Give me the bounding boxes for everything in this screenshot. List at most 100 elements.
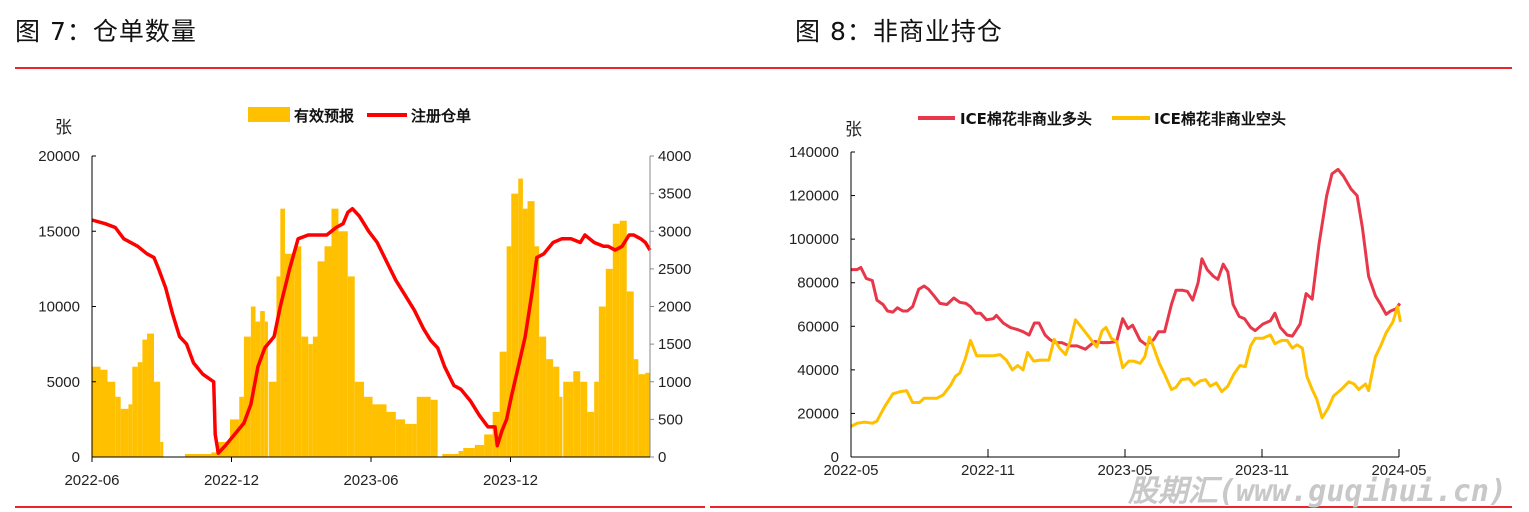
bar-forecast xyxy=(260,311,265,457)
right-y-tick-label: 3500 xyxy=(658,186,691,203)
bar-forecast xyxy=(559,396,563,457)
legend-label-forecast: 有效预报 xyxy=(294,107,354,125)
bar-forecast xyxy=(280,208,285,457)
fig7-unit-label: 张 xyxy=(55,118,72,138)
right-y-tick-label: 4000 xyxy=(658,148,691,165)
bar-forecast xyxy=(312,336,318,457)
bar-forecast xyxy=(92,366,101,457)
line-long-positions xyxy=(851,167,1402,351)
x-tick-label: 2022-11 xyxy=(961,462,1015,479)
left-y-tick-label: 0 xyxy=(72,449,80,466)
x-tick-label: 2022-06 xyxy=(64,472,119,489)
bar-forecast xyxy=(412,423,417,457)
bar-forecast xyxy=(276,276,281,457)
line-short-positions xyxy=(850,305,1402,428)
y-tick-label: 140000 xyxy=(789,144,839,161)
bar-forecast xyxy=(308,344,313,457)
bar-forecast xyxy=(587,411,595,457)
bar-forecast xyxy=(638,374,646,457)
bar-forecast xyxy=(430,399,438,457)
right-y-tick-label: 0 xyxy=(658,449,666,466)
bar-forecast xyxy=(612,223,620,457)
bar-forecast xyxy=(324,246,332,457)
legend-label-receipts: 注册仓单 xyxy=(411,107,471,125)
bar-forecast xyxy=(484,434,493,457)
bar-forecast xyxy=(354,381,365,457)
left-y-tick-label: 20000 xyxy=(38,148,80,165)
bar-forecast xyxy=(563,381,574,457)
x-tick-label: 2023-06 xyxy=(343,472,398,489)
bar-forecast xyxy=(506,246,512,457)
bar-forecast xyxy=(128,404,133,457)
bar-forecast xyxy=(301,336,309,457)
right-y-tick-label: 500 xyxy=(658,411,683,428)
bar-forecast xyxy=(147,333,154,457)
legend-swatch-forecast xyxy=(248,107,290,122)
bar-forecast xyxy=(416,396,431,457)
bar-forecast xyxy=(463,447,475,457)
line-registered-receipts xyxy=(91,206,652,455)
bar-forecast xyxy=(347,276,355,457)
bar-forecast xyxy=(331,208,339,457)
header-rule xyxy=(15,67,1512,69)
bar-forecast xyxy=(598,306,606,457)
bar-forecast xyxy=(137,362,143,457)
left-y-tick-label: 5000 xyxy=(47,374,80,391)
watermark: 股期汇(www.guqihui.cn) xyxy=(1128,474,1507,509)
bar-forecast xyxy=(539,336,547,457)
bar-forecast xyxy=(338,231,348,457)
left-y-tick-label: 15000 xyxy=(38,223,80,240)
right-y-tick-label: 2000 xyxy=(658,299,691,316)
right-y-tick-label: 2500 xyxy=(658,261,691,278)
bar-forecast xyxy=(546,359,554,457)
bar-forecast xyxy=(132,366,138,457)
bar-forecast xyxy=(619,220,627,457)
bar-forecast xyxy=(364,396,373,457)
bar-forecast xyxy=(107,381,116,457)
bar-forecast xyxy=(317,261,325,457)
bar-forecast xyxy=(243,336,251,457)
bar-forecast xyxy=(527,201,535,457)
bar-forecast xyxy=(100,369,108,457)
fig8-bottom-rule xyxy=(710,506,1512,508)
x-tick-label: 2022-12 xyxy=(204,472,259,489)
right-y-tick-label: 3000 xyxy=(658,223,691,240)
bar-forecast xyxy=(511,193,519,457)
right-y-tick-label: 1000 xyxy=(658,374,691,391)
y-tick-label: 60000 xyxy=(797,318,839,335)
bar-forecast xyxy=(294,246,302,457)
legend-label-long: ICE棉花非商业多头 xyxy=(960,110,1092,128)
bar-forecast xyxy=(120,408,129,457)
chart-warehouse-receipts: 张 有效预报 注册仓单 0 5000 10000 15000 20000 0 500 1000… xyxy=(38,107,691,489)
bar-forecast xyxy=(442,453,459,457)
legend-label-short: ICE棉花非商业空头 xyxy=(1154,110,1286,128)
bar-forecast xyxy=(405,423,413,457)
bar-forecast xyxy=(626,291,634,457)
left-y-tick-label: 10000 xyxy=(38,299,80,316)
bar-forecast xyxy=(458,450,464,457)
y-tick-label: 40000 xyxy=(797,362,839,379)
y-tick-label: 80000 xyxy=(797,275,839,292)
x-tick-label: 2022-05 xyxy=(823,462,878,479)
y-tick-label: 100000 xyxy=(789,231,839,248)
bar-forecast xyxy=(553,366,560,457)
bar-forecast xyxy=(633,359,639,457)
y-tick-label: 20000 xyxy=(797,405,839,422)
bar-forecast xyxy=(474,444,485,457)
bar-forecast xyxy=(573,371,581,457)
bar-forecast xyxy=(211,452,216,457)
y-tick-label: 120000 xyxy=(789,188,839,205)
bar-forecast xyxy=(605,268,613,457)
bar-forecast xyxy=(255,321,261,457)
x-tick-label: 2023-11 xyxy=(1235,462,1289,479)
bar-forecast xyxy=(372,404,387,457)
x-tick-label: 2023-12 xyxy=(483,472,538,489)
bar-forecast xyxy=(395,419,406,457)
fig7-title: 图 7：仓单数量 xyxy=(15,17,197,46)
bar-forecast xyxy=(154,381,161,457)
bar-forecast xyxy=(185,453,212,457)
bar-forecast xyxy=(580,381,588,457)
bar-forecast xyxy=(264,321,268,457)
